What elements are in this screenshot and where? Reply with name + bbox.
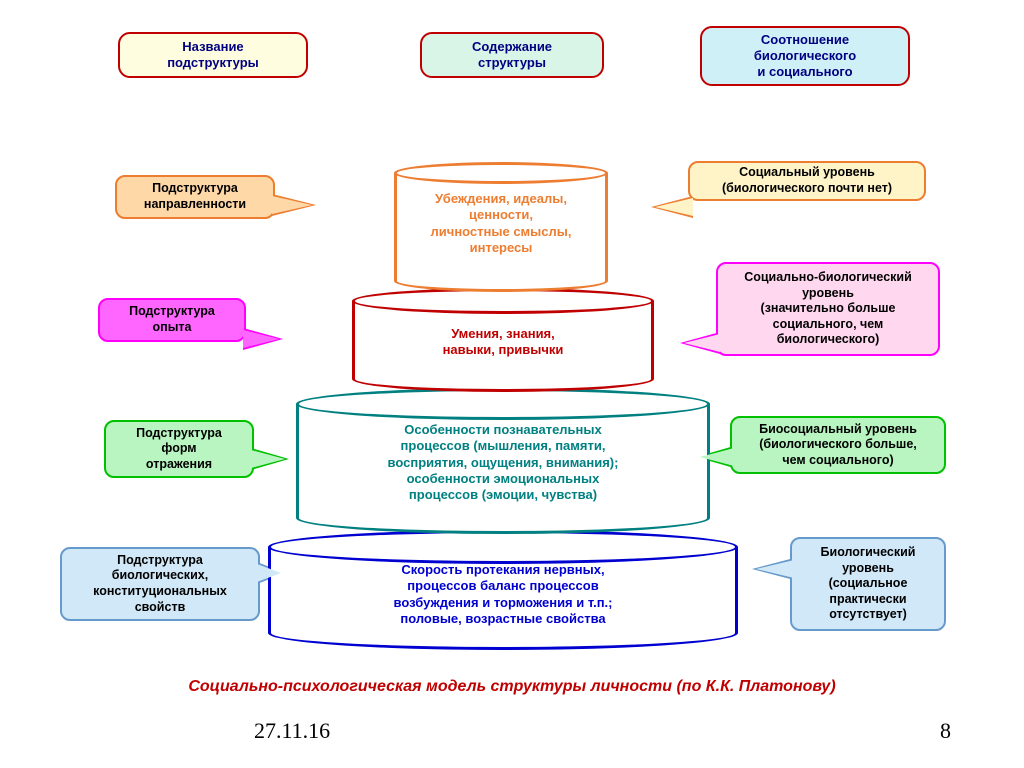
left-callout-2: Подструктура опыта [98, 298, 246, 342]
right-callout-4-tail [756, 560, 794, 578]
right-callout-2: Социально-биологический уровень (значите… [716, 262, 940, 356]
cylinder-1-text: Убеждения, идеалы, ценности, личностные … [394, 191, 608, 256]
header-box-3: Соотношение биологического и социального [700, 26, 910, 86]
date-text: 27.11.16 [254, 718, 330, 744]
left-callout-4-tail [257, 564, 281, 582]
left-callout-3-tail [251, 450, 285, 468]
cylinder-level-1: Убеждения, идеалы, ценности, личностные … [394, 162, 608, 292]
left-callout-1: Подструктура направленности [115, 175, 275, 219]
left-callout-1-tail [272, 196, 312, 214]
right-callout-2-tail [684, 334, 720, 352]
cylinder-level-2: Умения, знания, навыки, привычки [352, 288, 654, 392]
cylinder-4-text: Скорость протекания нервных, процессов б… [268, 562, 738, 627]
header-box-2: Содержание структуры [420, 32, 604, 78]
cylinder-level-3: Особенности познавательных процессов (мы… [296, 388, 710, 534]
cylinder-level-4: Скорость протекания нервных, процессов б… [268, 530, 738, 650]
right-callout-4: Биологический уровень (социальное практи… [790, 537, 946, 631]
page-number: 8 [940, 718, 951, 744]
left-callout-2-tail [243, 330, 279, 348]
right-callout-1-tail [655, 198, 693, 216]
left-callout-4: Подструктура биологических, конституцион… [60, 547, 260, 621]
header-box-1: Название подструктуры [118, 32, 308, 78]
cylinder-3-text: Особенности познавательных процессов (мы… [296, 422, 710, 503]
right-callout-1: Социальный уровень (биологического почти… [688, 161, 926, 201]
left-callout-3: Подструктура форм отражения [104, 420, 254, 478]
cylinder-2-text: Умения, знания, навыки, привычки [352, 326, 654, 359]
right-callout-3-tail [700, 448, 734, 466]
right-callout-3: Биосоциальный уровень (биологического бо… [730, 416, 946, 474]
caption-text: Социально-психологическая модель структу… [0, 678, 1024, 696]
